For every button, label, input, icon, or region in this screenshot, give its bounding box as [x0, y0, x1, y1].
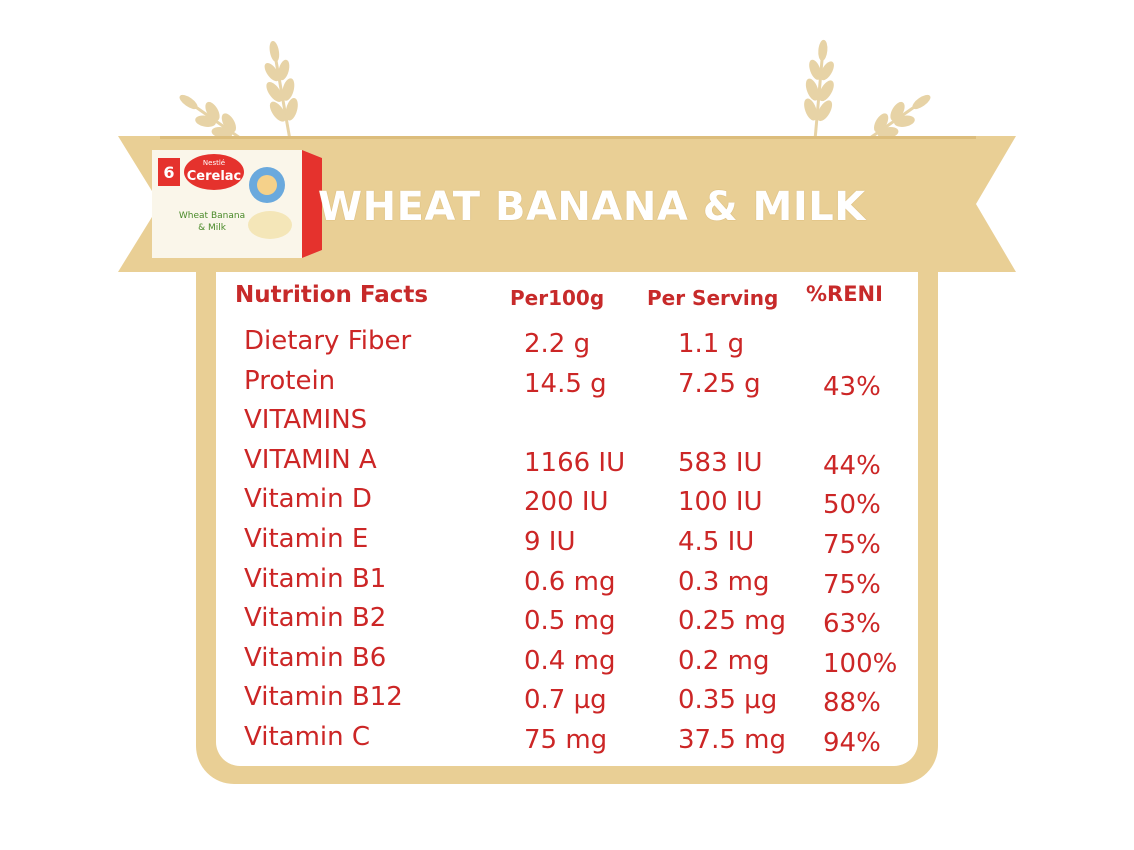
reni-value: 63%	[823, 609, 881, 640]
product-name: Cerelac	[187, 169, 242, 184]
nutrient-name: Vitamin B12	[244, 682, 403, 713]
per100g-value: 0.6 mg	[524, 566, 616, 597]
per100g-value: 14.5 g	[524, 368, 607, 399]
per-serving-value: 4.5 IU	[678, 527, 755, 557]
flavor-line1: Wheat Banana	[179, 211, 245, 221]
per-serving-value: 37.5 mg	[678, 725, 786, 755]
reni-value: 94%	[823, 728, 881, 758]
table-row: Vitamin B12 0.7 µg 0.35 µg 88%	[0, 682, 1134, 722]
per-serving-value: 583 IU	[678, 447, 763, 478]
reni-value: 75%	[823, 569, 881, 600]
per100g-value: 2.2 g	[524, 329, 591, 359]
nutrient-name: Dietary Fiber	[244, 326, 412, 356]
product-box-image: 6 Nestlé Cerelac Wheat Banana & Milk	[152, 150, 322, 258]
per-serving-value: 0.3 mg	[678, 566, 770, 597]
reni-value: 100%	[823, 648, 898, 679]
per-serving-value: 0.2 mg	[678, 645, 770, 676]
reni-value: 44%	[823, 450, 881, 481]
per100g-value: 75 mg	[524, 725, 608, 755]
reni-value: 43%	[823, 371, 881, 402]
reni-value: 50%	[823, 490, 881, 521]
per-serving-value: 100 IU	[678, 487, 763, 518]
per100g-value: 0.7 µg	[524, 685, 607, 716]
header-nutrition-facts: Nutrition Facts	[235, 282, 429, 308]
table-row: Dietary Fiber 2.2 g 1.1 g	[0, 326, 1134, 366]
wheat-right-icon	[804, 39, 931, 147]
header-reni: %RENI	[806, 282, 883, 306]
per-serving-value: 0.35 µg	[678, 685, 778, 716]
table-row: Vitamin B2 0.5 mg 0.25 mg 63%	[0, 603, 1134, 643]
nutrient-name: Vitamin B1	[244, 563, 387, 594]
reni-value: 75%	[823, 530, 881, 560]
nutrient-name: Vitamin E	[244, 524, 369, 554]
nutrient-name: Vitamin C	[244, 722, 371, 752]
per-serving-value: 1.1 g	[678, 329, 745, 359]
table-row: VITAMIN A 1166 IU 583 IU 44%	[0, 445, 1134, 485]
nutrient-name: VITAMINS	[244, 405, 368, 436]
banner-title: WHEAT BANANA & MILK	[318, 184, 866, 230]
per-serving-value: 7.25 g	[678, 368, 761, 399]
table-row: Vitamin D 200 IU 100 IU 50%	[0, 484, 1134, 524]
per100g-value: 1166 IU	[524, 447, 626, 478]
per100g-value: 9 IU	[524, 527, 576, 557]
nutrient-name: Vitamin D	[244, 484, 372, 515]
table-row: VITAMINS	[0, 405, 1134, 445]
per-serving-value: 0.25 mg	[678, 606, 786, 637]
reni-value: 88%	[823, 688, 881, 719]
header-per-serving: Per Serving	[647, 286, 779, 310]
per100g-value: 0.4 mg	[524, 645, 616, 676]
nutrient-name: Protein	[244, 365, 336, 396]
per100g-value: 200 IU	[524, 487, 609, 518]
table-row: Protein 14.5 g 7.25 g 43%	[0, 366, 1134, 406]
nutrient-name: Vitamin B2	[244, 603, 387, 634]
nutrient-name: Vitamin B6	[244, 642, 387, 673]
table-row: Vitamin B6 0.4 mg 0.2 mg 100%	[0, 643, 1134, 683]
per100g-value: 0.5 mg	[524, 606, 616, 637]
header-per100g: Per100g	[510, 286, 605, 310]
card-panel	[216, 210, 918, 766]
nutrient-name: VITAMIN A	[244, 444, 377, 475]
table-row: Vitamin C 75 mg 37.5 mg 94%	[0, 722, 1134, 762]
table-row: Vitamin E 9 IU 4.5 IU 75%	[0, 524, 1134, 564]
brand-label: Nestlé	[203, 159, 225, 167]
table-row: Vitamin B1 0.6 mg 0.3 mg 75%	[0, 564, 1134, 604]
flavor-line2: & Milk	[198, 223, 227, 233]
age-badge: 6	[163, 163, 174, 182]
